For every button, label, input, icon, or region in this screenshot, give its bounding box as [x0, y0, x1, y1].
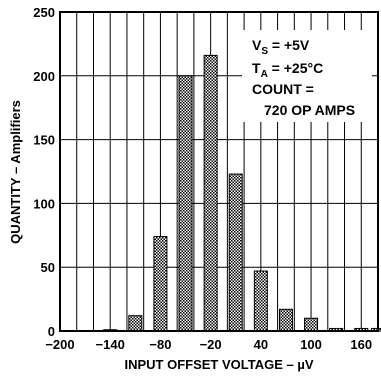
y-tick-label: 200 — [33, 69, 55, 84]
histogram-bar — [203, 54, 218, 332]
y-tick-label: 0 — [48, 324, 55, 339]
histogram-bar — [228, 173, 243, 332]
annotation-background — [242, 30, 372, 122]
y-tick-label: 100 — [33, 196, 55, 211]
annotation-count-label: COUNT = — [252, 81, 314, 97]
x-tick-label: −20 — [200, 337, 222, 352]
y-tick-label: 150 — [33, 133, 55, 148]
histogram-bar — [304, 317, 319, 332]
x-tick-label: −140 — [96, 337, 125, 352]
y-tick-label: 50 — [41, 260, 55, 275]
x-axis-label: INPUT OFFSET VOLTAGE – µV — [124, 357, 313, 372]
histogram-bar — [153, 236, 168, 332]
histogram-bar — [278, 308, 293, 332]
histogram-bar — [128, 315, 143, 332]
y-axis-label: QUANTITY – Amplifiers — [8, 100, 23, 244]
x-tick-label: 100 — [300, 337, 322, 352]
y-tick-label: 250 — [33, 5, 55, 20]
x-tick-label: −200 — [45, 337, 74, 352]
annotation-ta: TA = +25°C — [252, 60, 323, 80]
tick-labels: −200 −140 −80 −20 40 100 160 0 50 100 150 200 250 — [33, 5, 372, 352]
annotation-vs: VS = +5V — [252, 37, 310, 57]
annotation-count-value: 720 OP AMPS — [264, 102, 355, 118]
x-tick-label: 160 — [350, 337, 372, 352]
histogram-bar — [253, 270, 268, 332]
histogram-bar — [178, 75, 193, 332]
plot-frame — [59, 11, 379, 332]
x-tick-label: 40 — [254, 337, 268, 352]
x-tick-label: −80 — [149, 337, 171, 352]
